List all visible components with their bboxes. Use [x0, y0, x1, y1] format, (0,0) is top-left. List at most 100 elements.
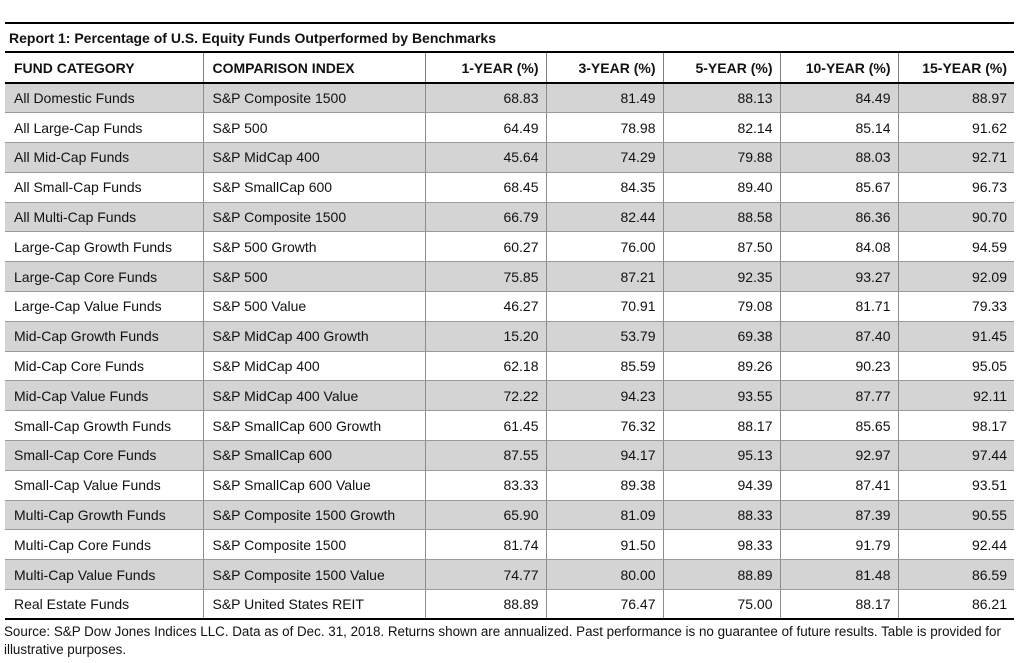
five-year-cell: 92.35 [663, 261, 781, 293]
one-year-cell: 83.33 [425, 470, 547, 501]
table-row: Large-Cap Value Funds S&P 500 Value 46.27 7… [5, 291, 1014, 322]
fund-category-cell: Mid-Cap Core Funds [5, 351, 204, 382]
ten-year-cell: 88.03 [780, 142, 899, 173]
comparison-index-cell: S&P 500 [203, 261, 426, 293]
five-year-cell: 82.14 [663, 112, 781, 144]
header-3-year: 3-YEAR (%) [546, 53, 664, 84]
comparison-index-cell: S&P MidCap 400 Growth [203, 321, 426, 352]
fifteen-year-cell: 96.73 [898, 172, 1014, 203]
header-fund-category: FUND CATEGORY [5, 53, 204, 84]
fifteen-year-cell: 95.05 [898, 351, 1014, 382]
three-year-cell: 76.47 [546, 589, 664, 621]
five-year-cell: 69.38 [663, 321, 781, 352]
one-year-cell: 45.64 [425, 142, 547, 173]
ten-year-cell: 87.41 [780, 470, 899, 501]
table-row: Mid-Cap Growth Funds S&P MidCap 400 Growt… [5, 321, 1014, 352]
three-year-cell: 81.49 [546, 83, 664, 114]
three-year-cell: 94.17 [546, 440, 664, 471]
table-row: Small-Cap Value Funds S&P SmallCap 600 Va… [5, 470, 1014, 501]
comparison-index-cell: S&P SmallCap 600 Value [203, 470, 426, 501]
fifteen-year-cell: 92.11 [898, 380, 1014, 412]
one-year-cell: 62.18 [425, 351, 547, 382]
one-year-cell: 60.27 [425, 231, 547, 263]
ten-year-cell: 88.17 [780, 589, 899, 621]
fund-category-cell: All Small-Cap Funds [5, 172, 204, 203]
table-row: Multi-Cap Growth Funds S&P Composite 1500… [5, 500, 1014, 531]
ten-year-cell: 87.40 [780, 321, 899, 352]
comparison-index-cell: S&P SmallCap 600 Growth [203, 410, 426, 442]
one-year-cell: 74.77 [425, 559, 547, 591]
one-year-cell: 68.45 [425, 172, 547, 203]
table-row: Large-Cap Core Funds S&P 500 75.85 87.21 92.… [5, 261, 1014, 293]
table-row: Mid-Cap Core Funds S&P MidCap 400 62.18 85.… [5, 351, 1014, 382]
comparison-index-cell: S&P United States REIT [203, 589, 426, 621]
comparison-index-cell: S&P 500 Value [203, 291, 426, 322]
three-year-cell: 87.21 [546, 261, 664, 293]
ten-year-cell: 92.97 [780, 440, 899, 471]
fund-category-cell: Small-Cap Growth Funds [5, 410, 204, 442]
fund-category-cell: Large-Cap Value Funds [5, 291, 204, 322]
ten-year-cell: 85.14 [780, 112, 899, 144]
three-year-cell: 80.00 [546, 559, 664, 591]
fund-category-cell: All Large-Cap Funds [5, 112, 204, 144]
comparison-index-cell: S&P 500 Growth [203, 231, 426, 263]
table-row: All Small-Cap Funds S&P SmallCap 600 68.45… [5, 172, 1014, 203]
fund-category-cell: Small-Cap Core Funds [5, 440, 204, 471]
three-year-cell: 76.00 [546, 231, 664, 263]
table-row: All Large-Cap Funds S&P 500 64.49 78.98 82.1… [5, 112, 1014, 144]
ten-year-cell: 85.67 [780, 172, 899, 203]
comparison-index-cell: S&P SmallCap 600 [203, 440, 426, 471]
five-year-cell: 98.33 [663, 529, 781, 561]
five-year-cell: 87.50 [663, 231, 781, 263]
three-year-cell: 78.98 [546, 112, 664, 144]
ten-year-cell: 87.39 [780, 500, 899, 531]
comparison-index-cell: S&P SmallCap 600 [203, 172, 426, 203]
five-year-cell: 95.13 [663, 440, 781, 471]
fifteen-year-cell: 93.51 [898, 470, 1014, 501]
fund-category-cell: Real Estate Funds [5, 589, 204, 621]
table-row: Mid-Cap Value Funds S&P MidCap 400 Value 7… [5, 380, 1014, 412]
ten-year-cell: 86.36 [780, 202, 899, 233]
report-title: Report 1: Percentage of U.S. Equity Fund… [5, 22, 1014, 53]
one-year-cell: 65.90 [425, 500, 547, 531]
table-row: All Multi-Cap Funds S&P Composite 1500 66.… [5, 202, 1014, 233]
header-10-year: 10-YEAR (%) [780, 53, 899, 84]
one-year-cell: 88.89 [425, 589, 547, 621]
three-year-cell: 74.29 [546, 142, 664, 173]
table-row: Multi-Cap Value Funds S&P Composite 1500 … [5, 559, 1014, 591]
fifteen-year-cell: 92.44 [898, 529, 1014, 561]
ten-year-cell: 81.48 [780, 559, 899, 591]
three-year-cell: 53.79 [546, 321, 664, 352]
five-year-cell: 79.08 [663, 291, 781, 322]
comparison-index-cell: S&P Composite 1500 [203, 529, 426, 561]
fund-category-cell: Small-Cap Value Funds [5, 470, 204, 501]
five-year-cell: 88.13 [663, 83, 781, 114]
five-year-cell: 89.40 [663, 172, 781, 203]
ten-year-cell: 93.27 [780, 261, 899, 293]
three-year-cell: 91.50 [546, 529, 664, 561]
five-year-cell: 89.26 [663, 351, 781, 382]
table-row: All Domestic Funds S&P Composite 1500 68.8… [5, 83, 1014, 114]
table-row: Real Estate Funds S&P United States REIT 8… [5, 589, 1014, 621]
three-year-cell: 82.44 [546, 202, 664, 233]
one-year-cell: 81.74 [425, 529, 547, 561]
fund-category-cell: Multi-Cap Growth Funds [5, 500, 204, 531]
fifteen-year-cell: 97.44 [898, 440, 1014, 471]
five-year-cell: 79.88 [663, 142, 781, 173]
five-year-cell: 88.58 [663, 202, 781, 233]
ten-year-cell: 85.65 [780, 410, 899, 442]
table-row: Large-Cap Growth Funds S&P 500 Growth 60.2… [5, 231, 1014, 263]
three-year-cell: 76.32 [546, 410, 664, 442]
five-year-cell: 93.55 [663, 380, 781, 412]
fifteen-year-cell: 88.97 [898, 83, 1014, 114]
source-footnote: Source: S&P Dow Jones Indices LLC. Data … [4, 624, 1001, 657]
table-row: Small-Cap Core Funds S&P SmallCap 600 87.5… [5, 440, 1014, 471]
fifteen-year-cell: 86.59 [898, 559, 1014, 591]
three-year-cell: 85.59 [546, 351, 664, 382]
three-year-cell: 84.35 [546, 172, 664, 203]
one-year-cell: 61.45 [425, 410, 547, 442]
ten-year-cell: 87.77 [780, 380, 899, 412]
fund-category-cell: Mid-Cap Growth Funds [5, 321, 204, 352]
fund-category-cell: All Domestic Funds [5, 83, 204, 114]
comparison-index-cell: S&P MidCap 400 [203, 351, 426, 382]
